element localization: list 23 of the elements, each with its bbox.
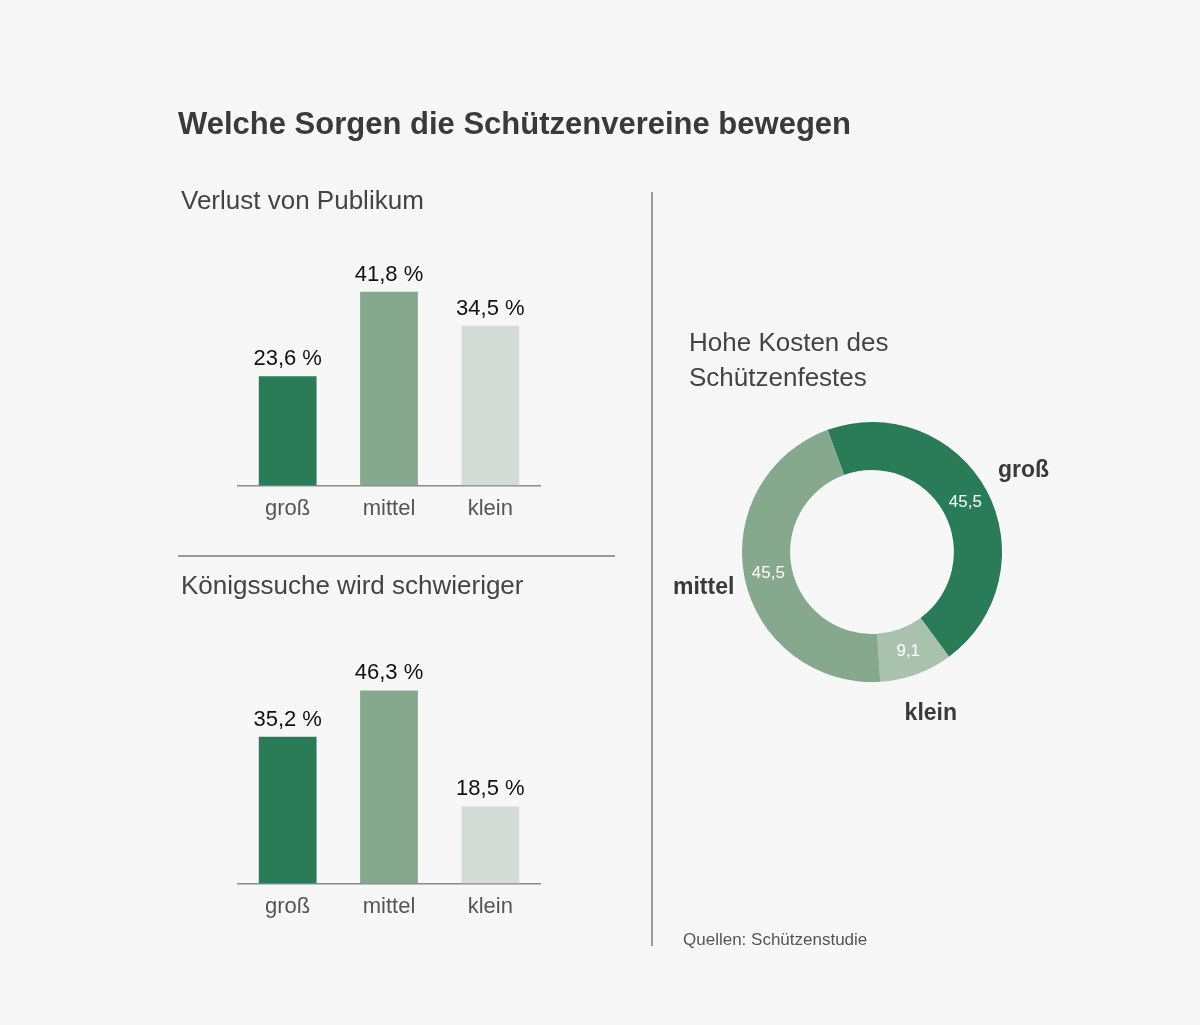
x-tick-label: mittel	[362, 494, 416, 520]
data-label: 23,6 %	[253, 345, 322, 371]
data-label: 46,3 %	[354, 659, 424, 685]
slice-label: klein	[904, 698, 958, 725]
chart-title: Hohe Kosten des Schützenfestes	[689, 326, 890, 394]
data-label: 41,8 %	[354, 260, 424, 286]
data-label: 35,2 %	[253, 705, 322, 731]
x-tick-label: mittel	[362, 892, 416, 918]
data-label: 34,5 %	[456, 294, 525, 320]
slice-label: mittel	[672, 572, 735, 599]
x-tick-label: groß	[265, 494, 311, 520]
data-label: 18,5 %	[456, 775, 525, 801]
x-tick-label: groß	[265, 892, 311, 918]
chart-title: Welche Sorgen die Schützenvereine bewegen	[178, 106, 852, 142]
slice-label: groß	[998, 456, 1050, 483]
chart-subtitle: Verlust von Publikum	[181, 185, 424, 216]
x-tick-label: klein	[467, 494, 513, 520]
data-label: 45,5	[948, 491, 982, 511]
data-label: 45,5	[751, 563, 785, 583]
x-tick-label: klein	[467, 892, 513, 918]
chart-title: Königssuche wird schwieriger	[181, 570, 524, 601]
data-label: 9,1	[896, 641, 921, 661]
source-note: Quellen: Schützenstudie	[683, 930, 868, 950]
